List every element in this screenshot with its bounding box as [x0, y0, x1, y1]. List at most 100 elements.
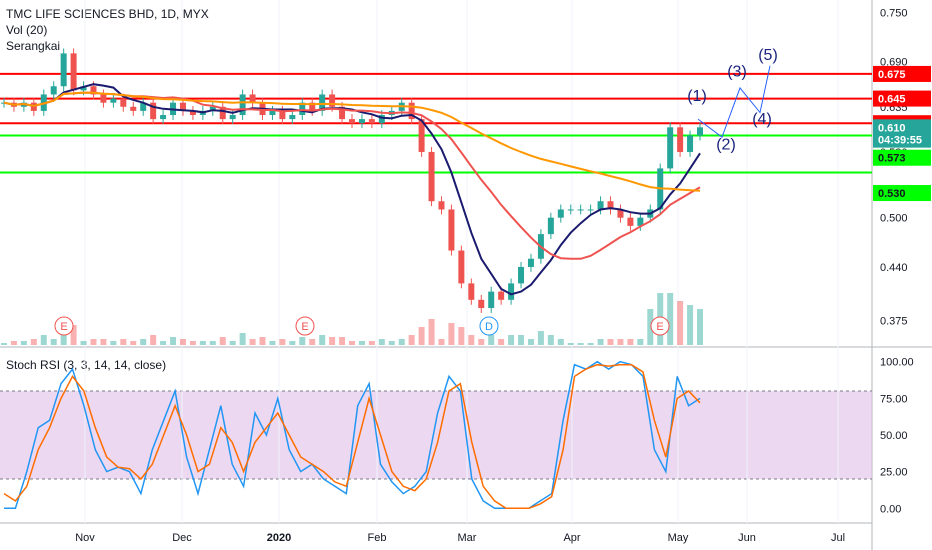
volume-bar	[60, 327, 67, 345]
volume-bar	[547, 335, 554, 345]
volume-bar	[249, 339, 256, 345]
price-label-box	[873, 90, 931, 107]
x-tick-label: Apr	[563, 532, 580, 544]
candle-body	[637, 217, 644, 226]
volume-bar	[10, 341, 17, 345]
wave-label: (3)	[727, 63, 747, 80]
candle-body	[50, 86, 57, 95]
volume-bar	[607, 339, 614, 345]
candle-body	[458, 250, 465, 284]
volume-bar	[418, 327, 425, 345]
candle-body	[269, 110, 276, 115]
candle-body	[339, 106, 346, 120]
candle-body	[309, 102, 316, 111]
candle-body	[597, 201, 604, 210]
event-marker	[295, 316, 315, 336]
candle-body	[617, 209, 624, 218]
price-label: 0.530	[878, 188, 906, 200]
event-marker	[54, 316, 74, 336]
indicator-label: Serangkai	[6, 39, 61, 53]
candle-body	[677, 127, 684, 152]
price-label-box	[873, 185, 931, 202]
volume-bar	[40, 335, 47, 345]
event-marker-label: E	[60, 321, 67, 333]
candle-body	[428, 151, 435, 202]
rsi-line	[3, 363, 701, 510]
volume-bar	[677, 301, 684, 345]
candle-body	[289, 115, 296, 120]
volume-bar	[319, 335, 326, 345]
volume-bar	[428, 319, 435, 345]
volume-bar	[557, 339, 564, 345]
volume-bar	[329, 337, 336, 345]
volume-bar	[527, 339, 534, 345]
volume-bar	[358, 341, 365, 345]
candle-body	[179, 102, 186, 111]
volume-bar	[30, 339, 37, 345]
candle-body	[697, 127, 703, 136]
volume-bar	[617, 339, 624, 345]
volume-bar	[339, 337, 346, 345]
event-marker	[650, 316, 670, 336]
candle-body	[219, 106, 226, 120]
price-label-box	[873, 65, 931, 82]
volume-bar	[20, 341, 27, 345]
y-tick-label: 0.750	[880, 7, 908, 19]
volume-bar	[388, 341, 395, 345]
volume-bar	[90, 339, 97, 345]
volume-bar	[239, 333, 246, 345]
rsi-band	[0, 391, 872, 479]
candle-body	[557, 209, 564, 218]
volume-bar	[647, 309, 654, 345]
volume-bar	[120, 339, 127, 345]
candle-body	[667, 127, 674, 169]
event-marker	[479, 316, 499, 336]
candle-body	[607, 201, 614, 210]
candle-body	[90, 86, 97, 95]
candle-body	[488, 291, 495, 309]
candle-body	[408, 102, 415, 120]
wave-label: (5)	[758, 47, 778, 64]
volume-bar	[70, 325, 77, 345]
candle-body	[110, 98, 117, 103]
y-tick-label: 0.500	[880, 213, 908, 225]
volume-bar	[567, 343, 574, 345]
price-label: 0.675	[878, 69, 906, 81]
x-tick-label: Mar	[458, 532, 477, 544]
x-tick-label: May	[668, 532, 689, 544]
volume-bar	[229, 341, 236, 345]
candle-body	[229, 115, 236, 120]
candle-body	[329, 94, 336, 107]
wave-label: (1)	[687, 88, 707, 105]
candle-body	[299, 102, 306, 115]
volume-bar	[269, 341, 276, 345]
price-label: 04:39:55	[878, 135, 922, 147]
candle-body	[160, 115, 167, 120]
volume-bar	[627, 339, 634, 345]
candle-body	[518, 266, 525, 284]
candle-body	[508, 283, 515, 300]
volume-bar	[179, 339, 186, 345]
rsi-tick-label: 25.00	[880, 467, 908, 479]
candle-body	[349, 119, 355, 124]
volume-bar	[349, 341, 355, 345]
volume-label: Vol (20)	[6, 23, 48, 37]
volume-bar	[478, 339, 485, 345]
candle-body	[319, 94, 326, 111]
wave-label: (2)	[716, 137, 736, 154]
candle-body	[100, 94, 107, 103]
volume-bar	[50, 339, 57, 345]
candle-body	[60, 53, 67, 87]
volume-bar	[279, 339, 286, 345]
volume-bar	[687, 305, 694, 345]
x-tick-label: Dec	[172, 532, 192, 544]
rsi-tick-label: 75.00	[880, 393, 908, 405]
candle-body	[418, 119, 425, 152]
volume-bar	[100, 339, 107, 345]
candle-body	[627, 217, 634, 226]
volume-bar	[577, 343, 584, 345]
volume-bar	[518, 335, 525, 345]
volume-bar	[80, 341, 87, 345]
candle-body	[577, 209, 584, 211]
